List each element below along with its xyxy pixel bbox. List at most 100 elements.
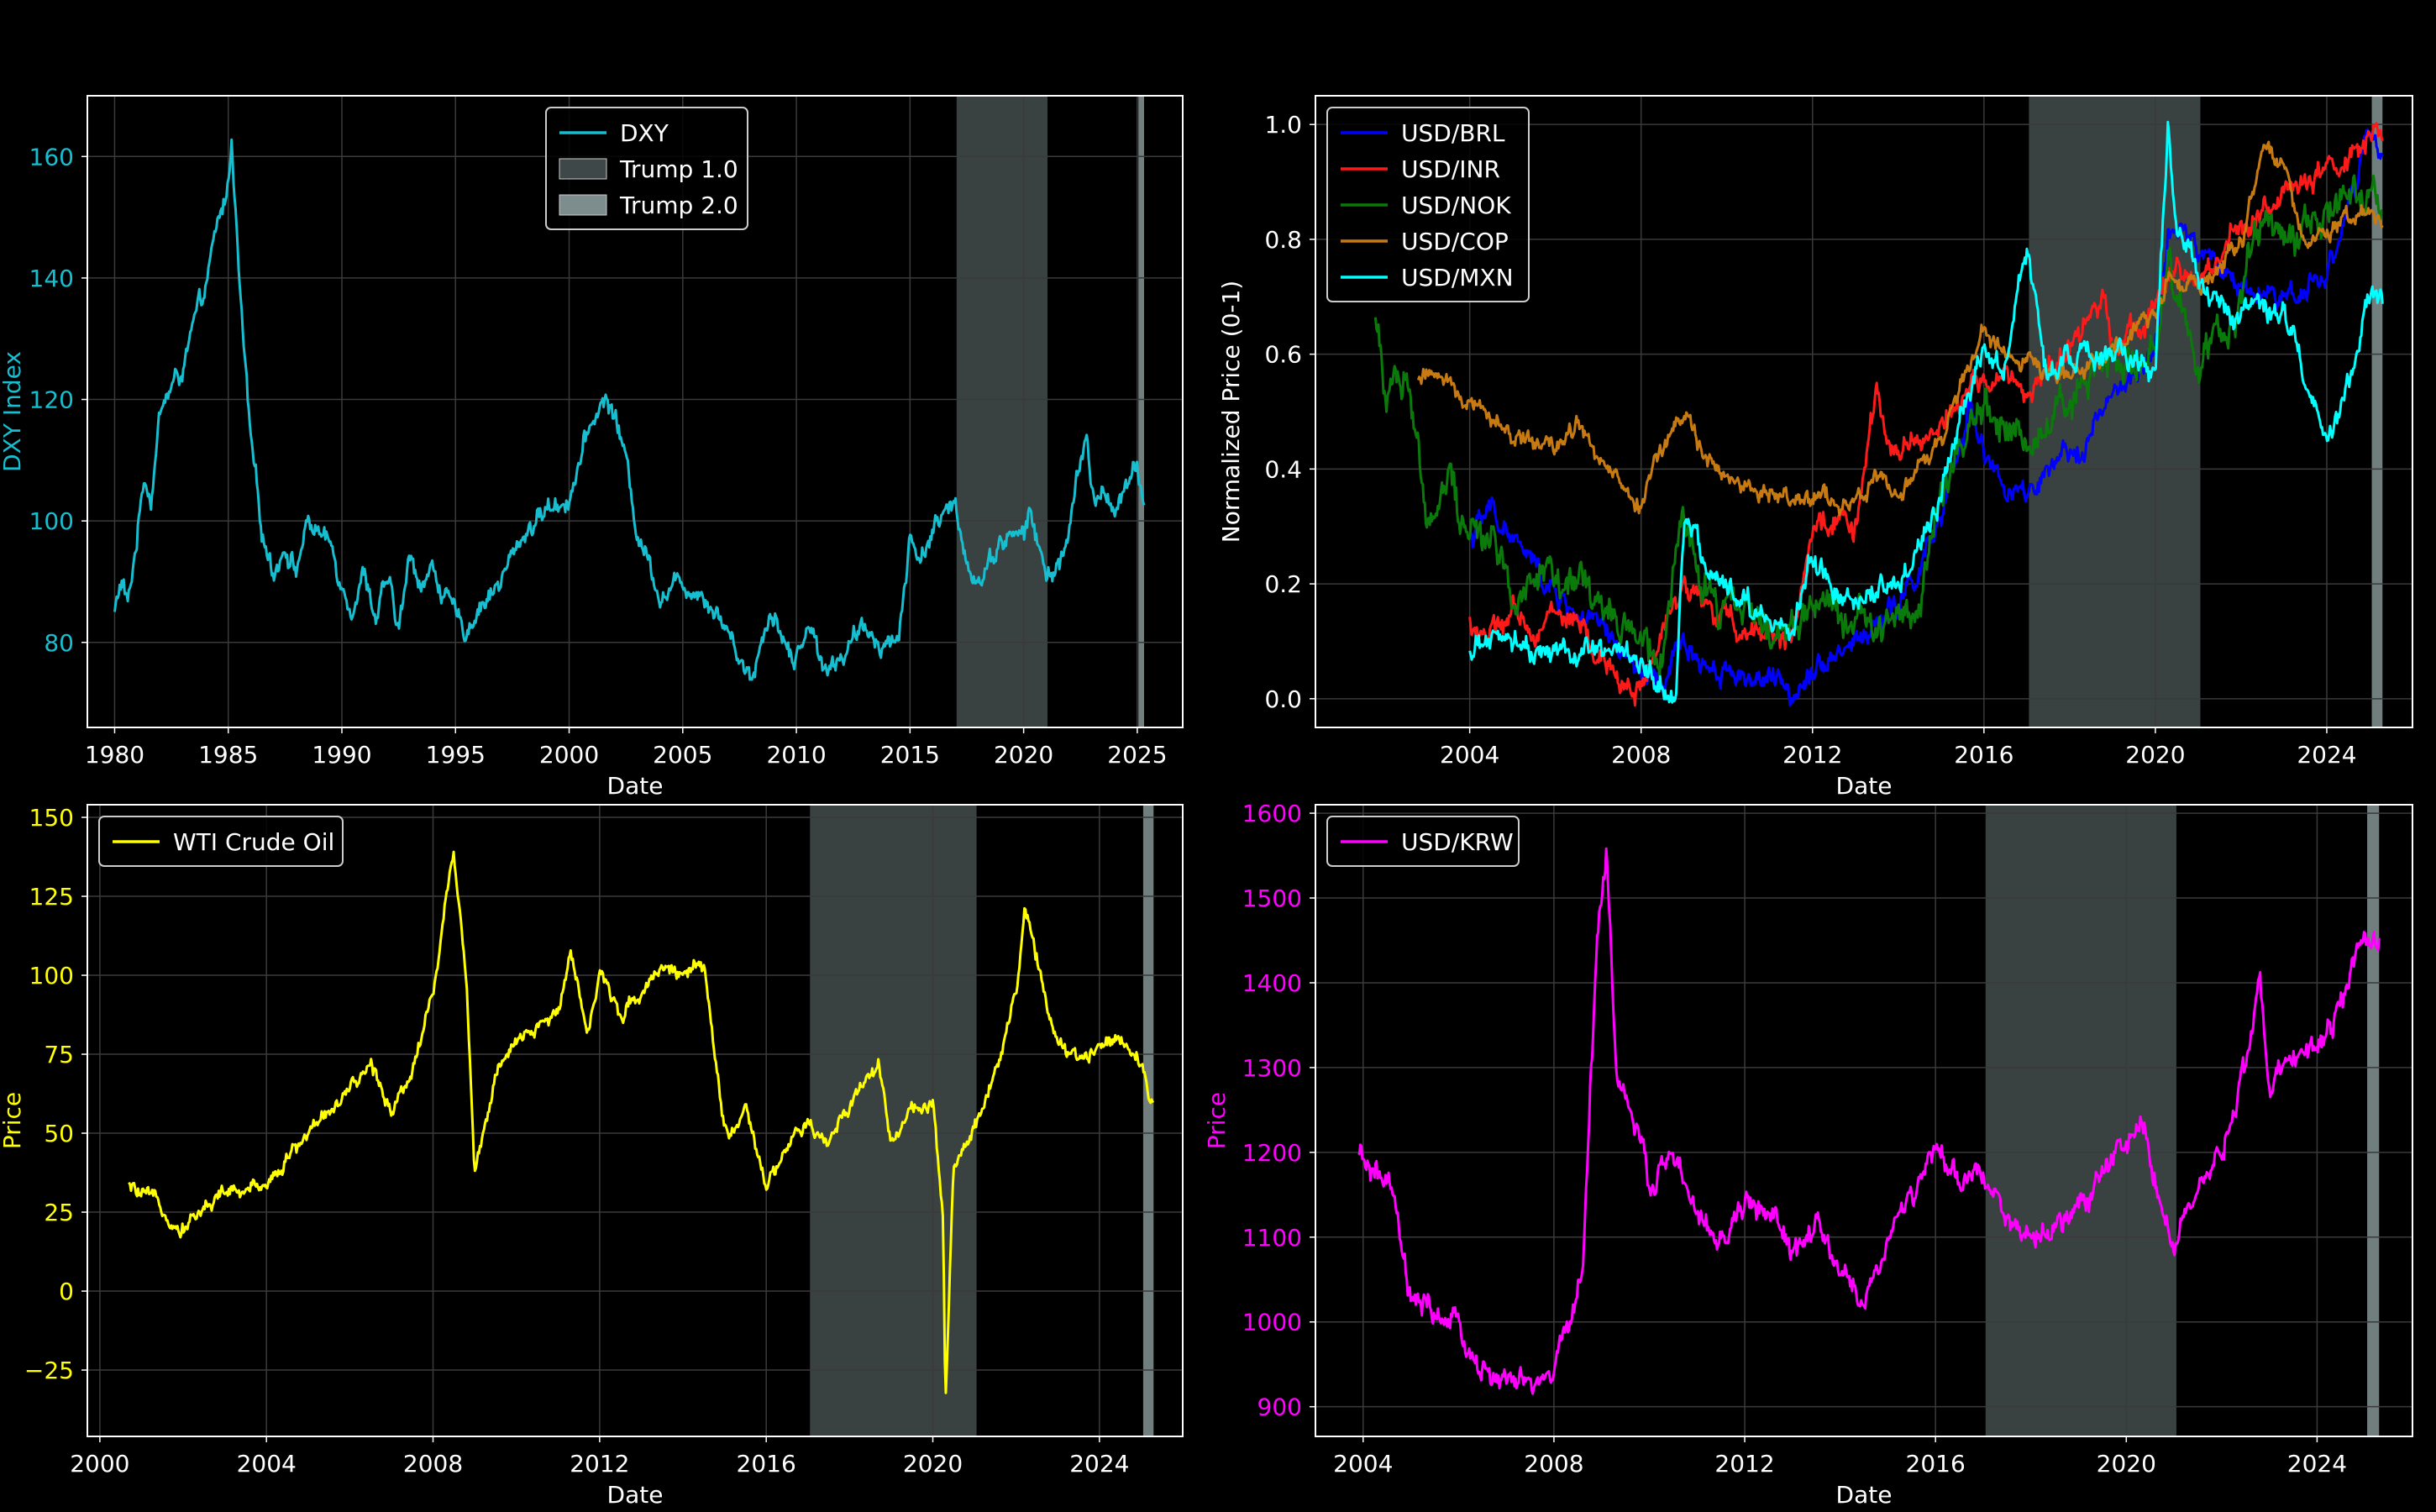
x-axis-label: Date: [607, 772, 664, 800]
axes-frame: [1315, 804, 2413, 1437]
y-axis-label: Price: [1203, 1092, 1231, 1149]
y-tick-label: −25: [24, 1357, 74, 1384]
trump-2-span: [1142, 805, 1154, 1436]
series-line-usd-cop: [1416, 140, 2384, 517]
y-tick-label: 0.6: [1264, 341, 1302, 369]
x-tick-label: 2020: [2097, 1450, 2156, 1478]
legend-label: USD/NOK: [1401, 192, 1511, 219]
legend-key-trump-1-0: [559, 158, 607, 180]
trump-1-span: [1985, 805, 2176, 1436]
series-line-wti-crude-oil: [128, 850, 1155, 1394]
y-tick-label: 100: [29, 962, 74, 990]
y-tick-label: 80: [44, 629, 74, 657]
x-tick-label: 2020: [2125, 741, 2185, 769]
subplot-dxy: 1980 1985 1990 1995 2000 2005 2010 2015 2020 2025…: [0, 95, 1184, 800]
x-tick-label: 2004: [237, 1450, 297, 1478]
x-tick-label: 2000: [70, 1450, 129, 1478]
x-tick-label: 2010: [766, 741, 826, 769]
x-tick-label: 1985: [198, 741, 258, 769]
series-line-usd-nok: [1373, 174, 2383, 678]
y-axis-label: Price: [0, 1092, 26, 1149]
y-tick-label: 0.4: [1264, 455, 1302, 483]
axes-frame: [87, 95, 1184, 728]
x-tick-label: 2008: [403, 1450, 463, 1478]
y-tick-label: 1100: [1242, 1224, 1302, 1252]
y-tick-label: 1300: [1242, 1054, 1302, 1082]
x-tick-label: 2004: [1440, 741, 1499, 769]
y-tick-label: 160: [29, 143, 74, 171]
x-tick-label: 2008: [1611, 741, 1671, 769]
legend: WTI Crude Oil: [98, 816, 344, 867]
subplot-krw: 2004 2008 2012 2016 2020 2024 900 1000 1100 1200 1…: [1203, 800, 2413, 1509]
x-tick-label: 2020: [903, 1450, 963, 1478]
x-tick-label: 1990: [312, 741, 371, 769]
legend-label: WTI Crude Oil: [173, 828, 334, 856]
x-tick-label: 2012: [570, 1450, 629, 1478]
trump-2-span: [2371, 96, 2383, 727]
y-tick-label: 1000: [1242, 1309, 1302, 1336]
trump-2-span: [2367, 805, 2380, 1436]
x-tick-label: 2004: [1333, 1450, 1393, 1478]
y-tick-label: 1200: [1242, 1139, 1302, 1167]
legend-label: USD/INR: [1401, 155, 1500, 183]
y-tick-label: 1400: [1242, 969, 1302, 997]
y-axis-label: DXY Index: [0, 351, 26, 472]
x-tick-label: 1980: [85, 741, 144, 769]
y-axis-label: Normalized Price (0-1): [1217, 281, 1245, 543]
y-tick-label: 125: [29, 883, 74, 911]
legend-label: USD/COP: [1401, 228, 1509, 255]
subplot-em-fx: 2004 2008 2012 2016 2020 2024 0.0 0.2 0.4 0.6 0.8 1…: [1217, 95, 2413, 800]
legend-label: DXY: [620, 119, 669, 147]
x-tick-label: 2024: [2297, 741, 2356, 769]
x-tick-label: 1995: [426, 741, 486, 769]
x-tick-label: 2016: [737, 1450, 796, 1478]
series-line-usd-inr: [1468, 122, 2384, 707]
trump-1-span: [2029, 96, 2201, 727]
legend-label: USD/MXN: [1401, 264, 1514, 291]
x-axis-label: Date: [1836, 772, 1893, 800]
x-tick-label: 2024: [1069, 1450, 1129, 1478]
legend-label: USD/BRL: [1401, 119, 1505, 147]
x-tick-label: 2016: [1954, 741, 2013, 769]
x-tick-label: 2008: [1524, 1450, 1583, 1478]
y-tick-label: 0.8: [1264, 226, 1302, 254]
y-tick-label: 150: [29, 804, 74, 832]
x-tick-label: 2005: [653, 741, 712, 769]
series-line-usd-mxn: [1468, 120, 2384, 704]
axes-frame: [1315, 95, 2413, 728]
x-tick-label: 2016: [1906, 1450, 1966, 1478]
y-tick-label: 1500: [1242, 885, 1302, 912]
legend: USD/BRL USD/INR USD/NOK USD/COP USD/MXN: [1326, 107, 1530, 302]
x-tick-label: 2024: [2287, 1450, 2347, 1478]
y-tick-label: 900: [1257, 1394, 1302, 1421]
y-tick-label: 50: [44, 1120, 74, 1147]
y-tick-label: 75: [44, 1041, 74, 1068]
legend: USD/KRW: [1326, 816, 1520, 867]
legend-key-trump-2-0: [559, 194, 607, 216]
x-tick-label: 2000: [539, 741, 599, 769]
trump-2-span: [1138, 96, 1145, 727]
series-line-usd-brl: [1468, 128, 2384, 706]
x-tick-label: 2020: [994, 741, 1053, 769]
x-tick-label: 2025: [1107, 741, 1167, 769]
y-tick-label: 0.0: [1264, 685, 1302, 713]
legend-box: [1326, 816, 1520, 867]
x-tick-label: 2015: [880, 741, 940, 769]
axes-frame: [87, 804, 1184, 1437]
legend-label: Trump 2.0: [619, 192, 738, 219]
trump-1-span: [810, 805, 977, 1436]
x-tick-label: 2012: [1714, 1450, 1774, 1478]
y-tick-label: 100: [29, 507, 74, 535]
legend-label: Trump 1.0: [619, 155, 738, 183]
y-tick-label: 25: [44, 1199, 74, 1226]
x-axis-label: Date: [1836, 1481, 1893, 1509]
series-line-usd-krw: [1357, 847, 2381, 1395]
y-tick-label: 120: [29, 386, 74, 414]
y-tick-label: 0: [59, 1278, 74, 1305]
y-tick-label: 1.0: [1264, 111, 1302, 139]
legend-box: [98, 816, 344, 867]
x-tick-label: 2012: [1782, 741, 1842, 769]
legend: DXY Trump 1.0 Trump 2.0: [545, 107, 748, 230]
x-axis-label: Date: [607, 1481, 664, 1509]
